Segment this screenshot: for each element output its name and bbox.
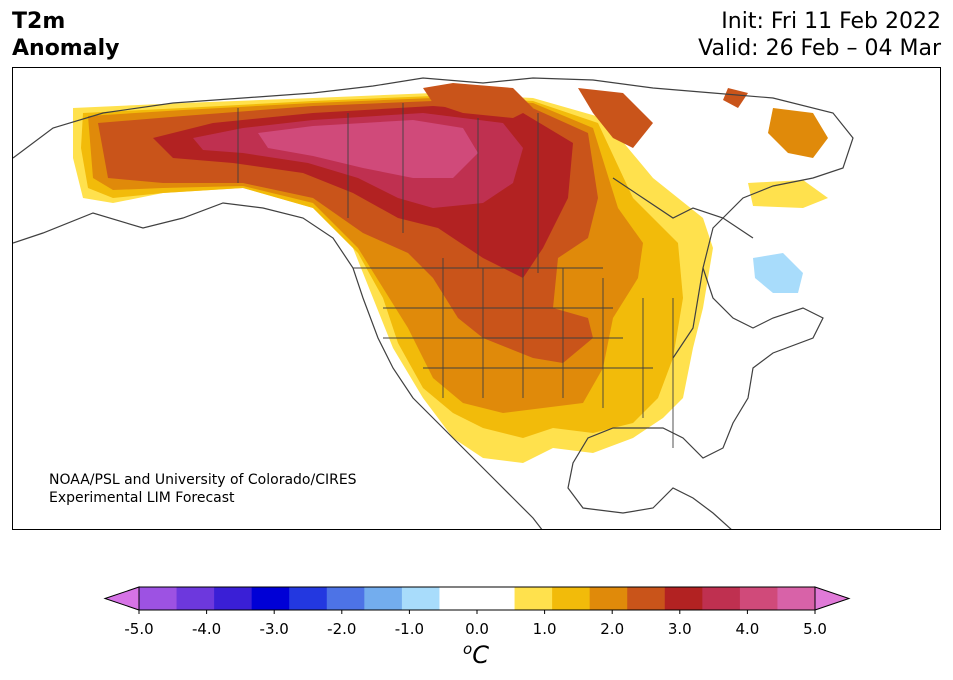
arctic-patch (423, 83, 533, 118)
colorbar-tick-label: -4.0 (191, 620, 222, 638)
colorbar-tick-label: -3.0 (259, 620, 289, 638)
colorbar-tick-label: -5.0 (124, 620, 154, 638)
colorbar-extend-high (814, 586, 851, 611)
anomaly-band-3-5 (258, 120, 478, 178)
colorbar-swatch (176, 587, 215, 610)
colorbar-tick-label: 0.0 (465, 620, 489, 638)
title-line-1: T2m (12, 9, 66, 34)
colorbar-swatch (664, 587, 703, 610)
colorbar-swatch (326, 587, 365, 610)
coastlines (13, 77, 854, 529)
colorbar-extend-low (103, 586, 140, 611)
colorbar-swatch (702, 587, 741, 610)
colorbar-tick-label: 1.0 (532, 620, 557, 638)
colorbar-swatch (364, 587, 403, 610)
colorbar-tick-label: 4.0 (735, 620, 760, 638)
colorbar-swatch (439, 587, 478, 610)
colorbar-swatch (739, 587, 778, 610)
arctic-patch-east (578, 88, 653, 148)
init-date: Init: Fri 11 Feb 2022 (721, 9, 941, 34)
credit-line-1: NOAA/PSL and University of Colorado/CIRE… (49, 472, 357, 488)
colorbar-tick-label: 3.0 (667, 620, 692, 638)
anomaly-map (13, 77, 854, 529)
colorbar-swatch (777, 587, 816, 610)
colorbar-swatches (103, 586, 851, 614)
colorbar-tick-label: -2.0 (327, 620, 357, 638)
colorbar-swatch (514, 587, 553, 610)
colorbar-swatch (627, 587, 666, 610)
political-borders (237, 103, 674, 448)
colorbar-swatch (251, 587, 290, 610)
colorbar-tick-label: 2.0 (600, 620, 625, 638)
colorbar-swatch (139, 587, 178, 610)
credit-line-2: Experimental LIM Forecast (49, 490, 235, 506)
colorbar-swatch (401, 587, 440, 610)
forecast-dates: Init: Fri 11 Feb 2022 Valid: 26 Feb – 04… (698, 8, 941, 62)
colorbar-swatch (214, 587, 253, 610)
colorbar-units: oC (463, 640, 489, 669)
colorbar-swatch (589, 587, 628, 610)
anomaly-fills (73, 83, 828, 463)
map-panel: NOAA/PSL and University of Colorado/CIRE… (12, 67, 941, 530)
units-superscript: o (463, 640, 473, 658)
cold-patch (753, 253, 803, 293)
title-line-2: Anomaly (12, 36, 120, 61)
colorbar-swatch (289, 587, 328, 610)
labrador-patch (768, 108, 828, 158)
colorbar-swatch (552, 587, 591, 610)
colorbar-swatch (477, 587, 516, 610)
quebec-patch (748, 180, 828, 208)
map-title: T2m Anomaly (12, 8, 119, 62)
units-main: C (472, 641, 489, 669)
colorbar-tick-label: 5.0 (803, 620, 827, 638)
colorbar: -5.0 -4.0 -3.0 -2.0 -1.0 0.0 1.0 2.0 3.0 4.0 5.0 o… (0, 580, 953, 680)
credit-text: NOAA/PSL and University of Colorado/CIRE… (49, 471, 357, 507)
valid-date: Valid: 26 Feb – 04 Mar (698, 36, 941, 61)
baffin-patch (723, 88, 748, 108)
colorbar-tick-label: -1.0 (394, 620, 425, 638)
